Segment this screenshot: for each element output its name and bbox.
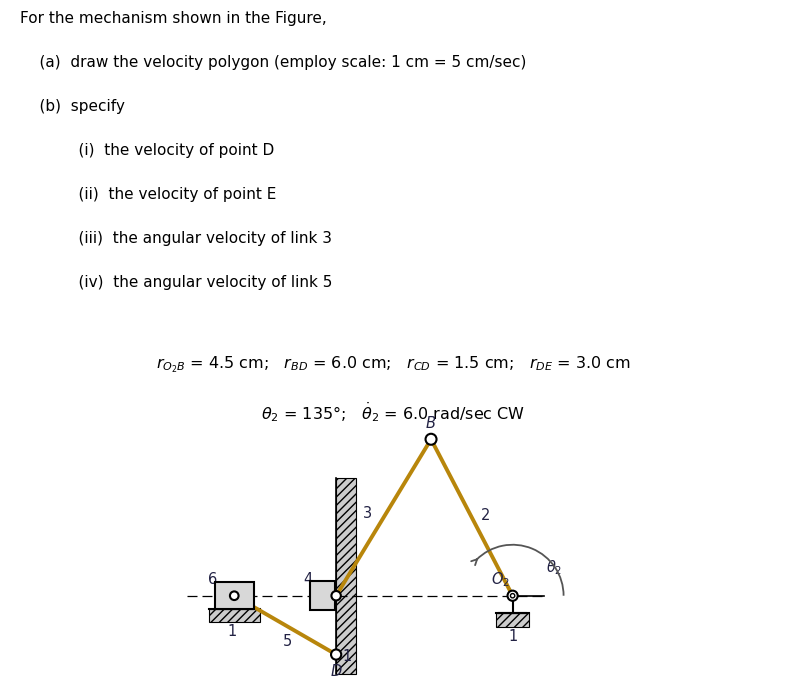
Bar: [496, 613, 529, 627]
Text: 1: 1: [343, 649, 352, 664]
Text: 1: 1: [228, 623, 237, 638]
Text: (ii)  the velocity of point E: (ii) the velocity of point E: [20, 187, 276, 202]
Text: 6: 6: [208, 572, 217, 587]
Text: $r_{O_2B}$ = 4.5 cm;   $r_{BD}$ = 6.0 cm;   $r_{CD}$ = 1.5 cm;   $r_{DE}$ = 3.0 : $r_{O_2B}$ = 4.5 cm; $r_{BD}$ = 6.0 cm; …: [156, 354, 630, 374]
Circle shape: [425, 434, 436, 445]
Circle shape: [510, 593, 515, 598]
Text: $\theta_2$ = 135°;   $\dot{\theta}_2$ = 6.0 rad/sec CW: $\theta_2$ = 135°; $\dot{\theta}_2$ = 6.…: [261, 400, 525, 424]
Text: $O_2$: $O_2$: [490, 570, 509, 589]
Text: 1: 1: [509, 629, 518, 644]
Text: (a)  draw the velocity polygon (employ scale: 1 cm = 5 cm/sec): (a) draw the velocity polygon (employ sc…: [20, 55, 526, 70]
Text: For the mechanism shown in the Figure,: For the mechanism shown in the Figure,: [20, 12, 326, 27]
Text: $\theta_2$: $\theta_2$: [545, 558, 562, 577]
Text: (iii)  the angular velocity of link 3: (iii) the angular velocity of link 3: [20, 231, 332, 246]
Text: 2: 2: [480, 508, 490, 523]
Bar: [310, 581, 336, 610]
Circle shape: [331, 649, 341, 659]
Circle shape: [508, 591, 518, 601]
Text: C: C: [314, 587, 325, 602]
Text: (b)  specify: (b) specify: [20, 100, 124, 115]
Circle shape: [230, 591, 239, 600]
Bar: [209, 608, 259, 623]
Text: 4: 4: [303, 572, 312, 587]
Bar: [336, 478, 356, 674]
Text: (i)  the velocity of point D: (i) the velocity of point D: [20, 143, 274, 158]
Bar: [215, 582, 254, 610]
Text: 5: 5: [282, 634, 292, 649]
Text: 3: 3: [362, 506, 372, 521]
Text: (iv)  the angular velocity of link 5: (iv) the angular velocity of link 5: [20, 275, 332, 290]
Circle shape: [332, 591, 341, 600]
Text: D: D: [331, 664, 342, 679]
Text: B: B: [426, 415, 436, 430]
Text: E: E: [237, 587, 245, 602]
